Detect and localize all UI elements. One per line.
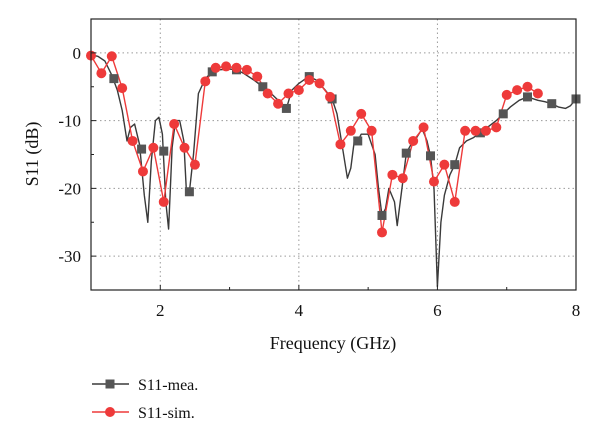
marker-sim: [356, 108, 367, 119]
marker-sim: [325, 91, 336, 102]
marker-mea: [450, 160, 460, 170]
legend-marker-mea: [105, 379, 115, 389]
y-tick-label: -10: [58, 112, 81, 131]
marker-mea: [159, 146, 169, 156]
marker-sim: [127, 135, 138, 146]
marker-sim: [377, 227, 387, 238]
marker-mea: [184, 187, 194, 197]
marker-mea: [109, 74, 119, 84]
x-tick-label: 8: [572, 301, 581, 320]
marker-sim: [200, 76, 211, 87]
marker-sim: [221, 61, 232, 72]
marker-sim: [512, 85, 523, 96]
marker-sim: [283, 88, 294, 99]
marker-sim: [480, 125, 491, 136]
marker-mea: [523, 92, 532, 102]
marker-sim: [418, 122, 429, 133]
series-line-mea: [90, 54, 577, 288]
axis-ticks: 0 -10 -20 -30 2 4 6 8: [58, 18, 581, 320]
marker-mea: [498, 109, 508, 119]
marker-mea: [401, 148, 411, 158]
series-lines: [90, 54, 577, 288]
marker-sim: [241, 64, 252, 75]
marker-mea: [258, 82, 268, 92]
marker-sim: [117, 83, 128, 94]
marker-sim: [428, 176, 439, 187]
y-axis-title: S11 (dB): [22, 122, 43, 187]
marker-sim: [179, 142, 190, 153]
marker-sim: [148, 142, 159, 153]
x-axis-title: Frequency (GHz): [270, 333, 396, 354]
series-markers: [86, 50, 581, 238]
marker-sim: [137, 166, 148, 177]
marker-sim: [304, 74, 315, 85]
marker-sim: [449, 196, 460, 207]
marker-mea: [353, 136, 363, 146]
legend: S11-mea. S11-sim.: [92, 377, 198, 422]
marker-sim: [231, 62, 242, 73]
legend-label-sim: S11-sim.: [138, 405, 195, 422]
legend-label-mea: S11-mea.: [138, 377, 198, 394]
marker-sim: [293, 85, 304, 96]
y-tick-label: -20: [58, 179, 81, 198]
marker-sim: [460, 125, 471, 136]
marker-mea: [281, 103, 291, 113]
marker-sim: [439, 159, 450, 170]
marker-sim: [408, 135, 419, 146]
marker-sim: [470, 125, 481, 136]
y-tick-label: 0: [73, 44, 82, 63]
marker-sim: [314, 78, 325, 89]
marker-mea: [377, 210, 387, 220]
marker-sim: [335, 139, 346, 150]
marker-sim: [345, 125, 356, 136]
x-tick-label: 6: [433, 301, 442, 320]
marker-sim: [273, 98, 284, 109]
marker-mea: [547, 99, 557, 109]
marker-sim: [106, 51, 117, 62]
series-line-sim: [90, 55, 539, 234]
marker-sim: [532, 88, 543, 99]
marker-mea: [475, 128, 485, 138]
marker-sim: [366, 125, 377, 136]
legend-entry-mea: S11-mea.: [92, 377, 198, 394]
marker-sim: [252, 71, 263, 82]
marker-sim: [158, 196, 169, 207]
legend-marker-sim: [105, 407, 115, 417]
marker-sim: [169, 119, 180, 130]
marker-sim: [262, 88, 273, 99]
marker-sim: [189, 159, 200, 170]
legend-entry-sim: S11-sim.: [92, 405, 195, 422]
marker-sim: [397, 173, 408, 184]
marker-mea: [426, 151, 435, 161]
marker-sim: [522, 81, 533, 92]
marker-mea: [137, 144, 147, 154]
marker-sim: [491, 122, 502, 133]
marker-mea: [207, 67, 217, 77]
x-tick-label: 4: [295, 301, 304, 320]
marker-sim: [387, 169, 398, 180]
x-tick-label: 2: [156, 301, 165, 320]
y-tick-label: -30: [58, 247, 81, 266]
marker-sim: [210, 62, 221, 73]
marker-sim: [96, 68, 107, 79]
marker-sim: [501, 89, 512, 100]
